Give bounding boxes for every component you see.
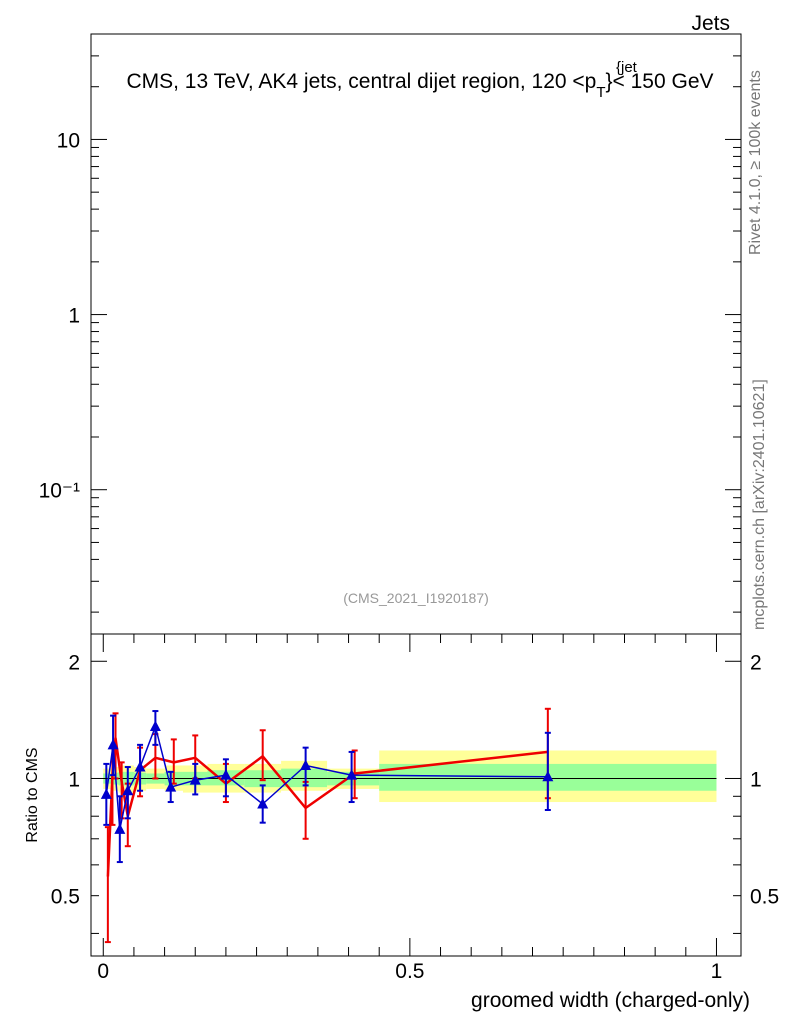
ratio-plot-frame [90, 633, 742, 957]
data-point [189, 774, 201, 785]
data-point [165, 781, 177, 792]
main-y-tick-label: 10 [57, 129, 80, 152]
title-sup: {jet [616, 59, 638, 76]
mcplots-label: mcplots.cern.ch [arXiv:2401.10621] [751, 379, 768, 630]
data-point [346, 769, 358, 780]
data-point [122, 784, 134, 796]
ratio-y-tick-label-right: 0.5 [750, 886, 779, 909]
x-tick-label: 0.5 [395, 960, 424, 983]
watermark: (CMS_2021_I1920187) [343, 590, 489, 606]
main-panel: 10 1 10⁻¹ [39, 33, 742, 635]
x-tick-label: 1 [711, 960, 723, 983]
x-tick-label: 0 [97, 960, 109, 983]
series-red [104, 707, 551, 944]
chart-title: CMS, 13 TeV, AK4 jets, central dijet reg… [126, 70, 713, 101]
title-sub: T [596, 84, 605, 101]
ratio-y-tick-label: 0.5 [51, 886, 80, 909]
data-point [542, 770, 554, 782]
title-tail: }< 150 GeV [606, 70, 714, 93]
main-y-tick-label: 10⁻¹ [39, 480, 80, 503]
ratio-y-tick-label: 1 [68, 768, 80, 791]
data-point [114, 823, 126, 834]
ratio-y-tick-label: 2 [68, 651, 80, 674]
ratio-y-tick-label-right: 1 [750, 768, 762, 791]
series-blue [100, 710, 554, 864]
data-point [220, 769, 232, 780]
main-y-tick-label: 1 [68, 305, 80, 328]
ratio-panel: 2 2 1 1 0.5 0.5 0 0.5 1 Ratio to CMS groomed wid… [24, 633, 779, 1012]
data-point [134, 761, 146, 772]
title-main: CMS, 13 TeV, AK4 jets, central dijet reg… [126, 70, 596, 93]
x-axis-label: groomed width (charged-only) [471, 989, 750, 1012]
ratio-ylabel: Ratio to CMS [24, 747, 41, 842]
data-point [100, 788, 112, 799]
main-plot-frame [90, 33, 742, 635]
rivet-label: Rivet 4.1.0, ≥ 100k events [747, 70, 764, 255]
data-point [149, 720, 161, 731]
uncertainty-band-inner [281, 768, 328, 788]
ratio-y-tick-label-right: 2 [750, 651, 762, 674]
corner-label: Jets [691, 12, 730, 35]
data-point [257, 797, 269, 809]
data-point [107, 738, 119, 750]
data-point [300, 759, 312, 770]
